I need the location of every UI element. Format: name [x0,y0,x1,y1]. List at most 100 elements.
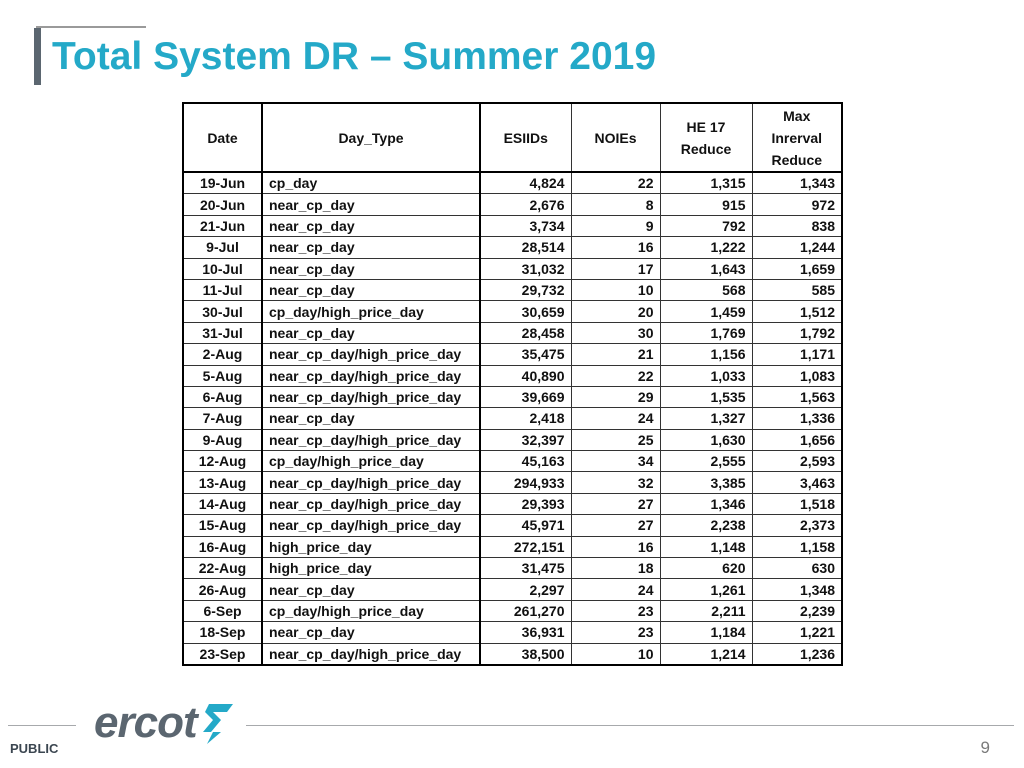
cell-day-type: cp_day/high_price_day [261,450,481,473]
header-date: Date [182,102,263,173]
cell-day-type: near_cp_day/high_price_day [261,492,481,516]
cell-esiids: 40,890 [479,364,572,387]
cell-he17-reduce: 1,327 [659,407,753,430]
cell-date: 22-Aug [182,557,263,580]
cell-esiids: 31,475 [479,557,572,580]
cell-date: 16-Aug [182,535,263,559]
cell-max-interval-reduce: 1,656 [751,428,843,452]
cell-day-type: near_cp_day [261,407,481,430]
cell-noies: 16 [570,236,661,259]
cell-esiids: 4,824 [479,171,572,195]
cell-he17-reduce: 1,222 [659,236,753,259]
cell-esiids: 2,297 [479,578,572,601]
dr-summary-table: Date Day_Type ESIIDs NOIEs HE 17 Reduce … [182,102,843,666]
cell-esiids: 30,659 [479,300,572,323]
cell-date: 20-Jun [182,193,263,216]
cell-noies: 34 [570,450,661,473]
cell-esiids: 31,032 [479,257,572,280]
cell-esiids: 261,270 [479,599,572,623]
cell-esiids: 29,393 [479,492,572,516]
cell-he17-reduce: 792 [659,214,753,238]
cell-he17-reduce: 568 [659,278,753,302]
cell-he17-reduce: 1,643 [659,257,753,280]
cell-date: 7-Aug [182,407,263,430]
table-row: 20-Jun near_cp_day 2,676 8 915 972 [182,193,843,216]
cell-he17-reduce: 1,148 [659,535,753,559]
table-row: 22-Aug high_price_day 31,475 18 620 630 [182,557,843,580]
cell-day-type: near_cp_day/high_price_day [261,514,481,537]
table-row: 26-Aug near_cp_day 2,297 24 1,261 1,348 [182,578,843,601]
cell-day-type: high_price_day [261,557,481,580]
cell-noies: 17 [570,257,661,280]
cell-max-interval-reduce: 585 [751,278,843,302]
cell-esiids: 2,676 [479,193,572,216]
cell-max-interval-reduce: 1,236 [751,642,843,666]
table-row: 10-Jul near_cp_day 31,032 17 1,643 1,659 [182,257,843,280]
title-accent-bar [34,28,41,85]
table-row: 9-Jul near_cp_day 28,514 16 1,222 1,244 [182,236,843,259]
cell-date: 2-Aug [182,343,263,366]
cell-date: 18-Sep [182,621,263,644]
table-row: 31-Jul near_cp_day 28,458 30 1,769 1,792 [182,321,843,345]
table-row: 15-Aug near_cp_day/high_price_day 45,971 27… [182,514,843,537]
cell-noies: 27 [570,514,661,537]
cell-day-type: cp_day/high_price_day [261,300,481,323]
table-row: 11-Jul near_cp_day 29,732 10 568 585 [182,278,843,302]
cell-noies: 22 [570,171,661,195]
table-body: 19-Jun cp_day 4,824 22 1,315 1,343 20-Jun near_… [182,171,843,666]
table-row: 5-Aug near_cp_day/high_price_day 40,890 22 1… [182,364,843,387]
cell-day-type: near_cp_day [261,236,481,259]
cell-he17-reduce: 1,156 [659,343,753,366]
cell-day-type: near_cp_day [261,257,481,280]
cell-he17-reduce: 1,261 [659,578,753,601]
header-esiids: ESIIDs [479,102,572,173]
header-day-type: Day_Type [261,102,481,173]
cell-max-interval-reduce: 1,792 [751,321,843,345]
cell-day-type: near_cp_day [261,214,481,238]
cell-noies: 24 [570,407,661,430]
cell-esiids: 2,418 [479,407,572,430]
table-row: 21-Jun near_cp_day 3,734 9 792 838 [182,214,843,238]
header-max-line2: Inrerval [771,129,823,146]
cell-date: 15-Aug [182,514,263,537]
cell-noies: 23 [570,621,661,644]
cell-he17-reduce: 2,211 [659,599,753,623]
cell-day-type: near_cp_day/high_price_day [261,343,481,366]
cell-noies: 18 [570,557,661,580]
cell-day-type: near_cp_day/high_price_day [261,428,481,452]
cell-he17-reduce: 1,346 [659,492,753,516]
cell-noies: 9 [570,214,661,238]
cell-date: 6-Sep [182,599,263,623]
header-max-line3: Reduce [771,151,823,168]
cell-date: 10-Jul [182,257,263,280]
cell-day-type: cp_day [261,171,481,195]
cell-max-interval-reduce: 1,348 [751,578,843,601]
cell-he17-reduce: 1,630 [659,428,753,452]
cell-esiids: 45,163 [479,450,572,473]
cell-max-interval-reduce: 1,659 [751,257,843,280]
cell-max-interval-reduce: 972 [751,193,843,216]
table-row: 13-Aug near_cp_day/high_price_day 294,933 3… [182,471,843,494]
cell-noies: 24 [570,578,661,601]
cell-day-type: near_cp_day [261,321,481,345]
table-row: 6-Sep cp_day/high_price_day 261,270 23 2,211… [182,599,843,623]
page-number: 9 [980,738,990,757]
cell-noies: 32 [570,471,661,494]
cell-noies: 23 [570,599,661,623]
cell-noies: 8 [570,193,661,216]
footer-rule-left [8,725,76,726]
table-row: 9-Aug near_cp_day/high_price_day 32,397 25 1… [182,428,843,452]
cell-he17-reduce: 1,184 [659,621,753,644]
cell-esiids: 294,933 [479,471,572,494]
table-header-row: Date Day_Type ESIIDs NOIEs HE 17 Reduce … [182,102,843,173]
cell-date: 23-Sep [182,642,263,666]
table-row: 2-Aug near_cp_day/high_price_day 35,475 21 1… [182,343,843,366]
cell-day-type: near_cp_day/high_price_day [261,385,481,409]
cell-he17-reduce: 1,769 [659,321,753,345]
cell-noies: 21 [570,343,661,366]
cell-esiids: 272,151 [479,535,572,559]
cell-he17-reduce: 1,033 [659,364,753,387]
table-row: 7-Aug near_cp_day 2,418 24 1,327 1,336 [182,407,843,430]
cell-date: 9-Aug [182,428,263,452]
cell-max-interval-reduce: 1,171 [751,343,843,366]
